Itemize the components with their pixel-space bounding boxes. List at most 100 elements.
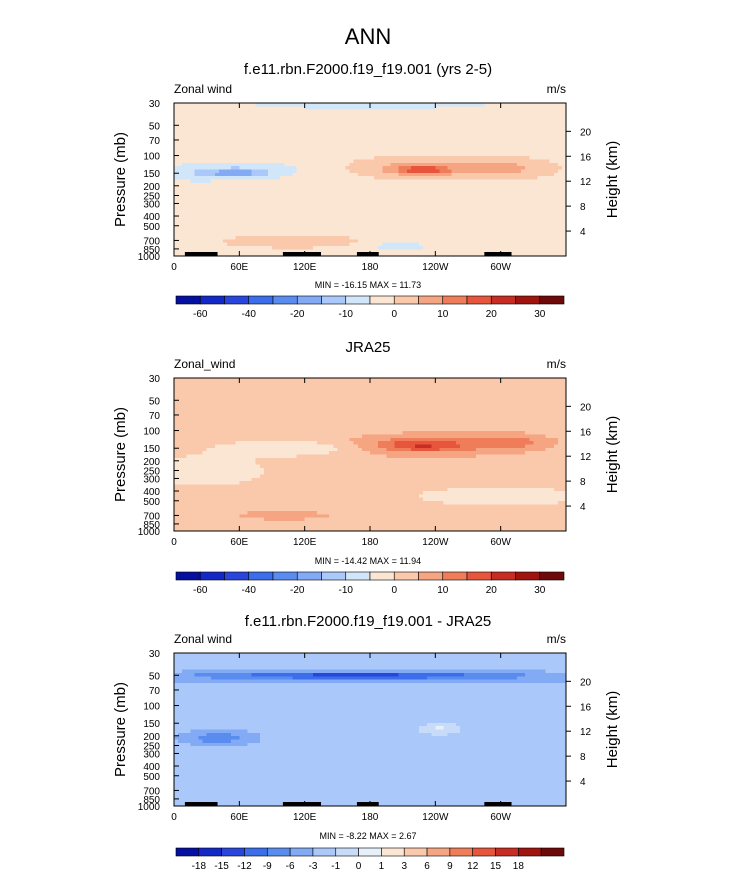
field-cell: [447, 387, 453, 392]
field-cell: [329, 159, 334, 164]
field-cell: [406, 176, 412, 180]
field-cell: [255, 249, 261, 254]
field-cell: [214, 246, 220, 250]
field-cell: [451, 216, 457, 220]
field-cell: [174, 146, 179, 151]
field-cell: [521, 246, 526, 250]
field-cell: [386, 212, 391, 217]
field-cell: [178, 136, 183, 141]
field-cell: [398, 246, 404, 250]
field-cell: [484, 378, 489, 382]
field-cell: [312, 209, 318, 214]
height-tick-label: 8: [580, 202, 586, 213]
field-cell: [174, 152, 179, 157]
field-cell: [533, 162, 538, 167]
field-cell: [406, 196, 412, 200]
field-cell: [223, 381, 228, 386]
field-cell: [529, 229, 534, 234]
field-cell: [267, 146, 273, 151]
field-cell: [329, 378, 334, 382]
field-cell: [259, 249, 265, 254]
field-cell: [500, 378, 506, 382]
field-cell: [235, 391, 240, 396]
field-cell: [419, 196, 424, 200]
field-cell: [280, 176, 285, 180]
field-cell: [541, 391, 547, 396]
field-cell: [374, 189, 379, 194]
field-cell: [357, 206, 363, 210]
field-cell: [500, 232, 506, 237]
field-cell: [439, 156, 444, 161]
field-cell: [312, 391, 318, 396]
field-cell: [410, 139, 416, 144]
field-cell: [255, 149, 261, 154]
field-cell: [521, 109, 526, 114]
field-cell: [174, 192, 179, 197]
field-cell: [357, 176, 363, 180]
field-cell: [190, 196, 195, 200]
field-cell: [443, 132, 449, 137]
field-cell: [210, 391, 216, 396]
field-cell: [504, 132, 510, 137]
field-cell: [194, 103, 199, 107]
field-cell: [468, 166, 473, 171]
field-cell: [504, 232, 510, 237]
field-cell: [545, 146, 551, 151]
field-cell: [312, 216, 318, 220]
field-cell: [231, 202, 236, 207]
field-cell: [292, 126, 297, 131]
field-cell: [406, 219, 412, 224]
field-cell: [447, 378, 453, 382]
field-cell: [500, 199, 506, 204]
field-cell: [427, 156, 432, 161]
field-cell: [439, 182, 444, 187]
field-cell: [182, 246, 187, 250]
field-cell: [447, 129, 453, 134]
field-cell: [263, 199, 269, 204]
field-cell: [521, 239, 526, 244]
field-cell: [337, 249, 342, 254]
field-cell: [557, 136, 563, 141]
field-cell: [378, 129, 383, 134]
field-cell: [288, 149, 293, 154]
field-cell: [488, 182, 493, 187]
field-cell: [455, 209, 461, 214]
field-cell: [276, 249, 281, 254]
field-cell: [280, 159, 285, 164]
field-cell: [206, 242, 212, 247]
field-cell: [255, 186, 261, 190]
field-cell: [284, 162, 289, 167]
field-cell: [182, 132, 187, 137]
field-cell: [521, 249, 526, 254]
field-cell: [239, 212, 244, 217]
field-cell: [439, 222, 444, 227]
field-cell: [296, 381, 302, 386]
field-cell: [227, 126, 232, 131]
field-cell: [198, 239, 204, 244]
field-cell: [186, 152, 191, 157]
field-cell: [394, 119, 400, 124]
colorbar-box: [272, 295, 298, 305]
field-cell: [370, 219, 375, 224]
field-cell: [402, 132, 408, 137]
field-cell: [484, 152, 489, 157]
field-cell: [496, 229, 502, 234]
field-cell: [178, 209, 183, 214]
field-cell: [267, 162, 273, 167]
field-cell: [190, 381, 195, 386]
field-cell: [545, 239, 551, 244]
field-cell: [517, 156, 522, 161]
field-cell: [431, 136, 436, 141]
field-cell: [267, 196, 273, 200]
field-cell: [545, 176, 551, 180]
field-cell: [227, 219, 232, 224]
field-cell: [512, 169, 518, 174]
field-cell: [406, 116, 412, 121]
field-cell: [472, 172, 477, 177]
field-cell: [414, 239, 420, 244]
field-cell: [174, 106, 179, 111]
field-cell: [231, 169, 236, 174]
field-cell: [280, 209, 285, 214]
field-cell: [239, 226, 244, 230]
field-cell: [190, 391, 195, 396]
